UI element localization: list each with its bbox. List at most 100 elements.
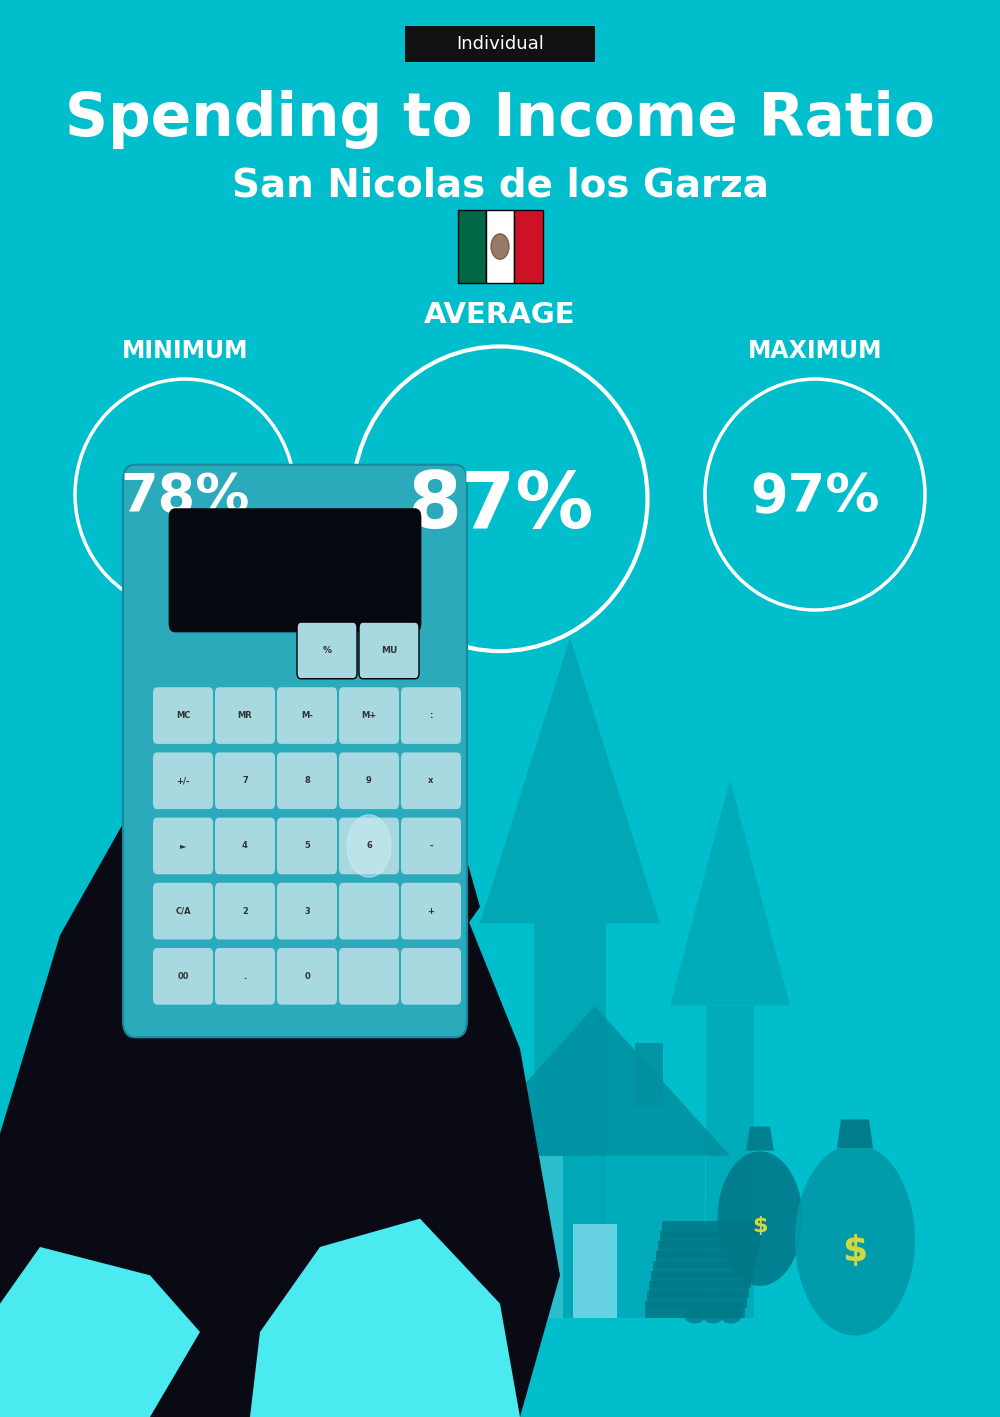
FancyBboxPatch shape: [215, 818, 275, 874]
Polygon shape: [651, 1271, 751, 1288]
Text: .: .: [243, 972, 247, 981]
Text: MC: MC: [176, 711, 190, 720]
Text: San Nicolas de los Garza: San Nicolas de los Garza: [232, 167, 768, 204]
Polygon shape: [0, 765, 300, 1417]
FancyBboxPatch shape: [277, 948, 337, 1005]
FancyBboxPatch shape: [401, 752, 461, 809]
Ellipse shape: [718, 1151, 802, 1287]
Polygon shape: [660, 1231, 760, 1248]
Text: 87%: 87%: [407, 468, 593, 544]
FancyBboxPatch shape: [153, 752, 213, 809]
FancyBboxPatch shape: [215, 687, 275, 744]
FancyBboxPatch shape: [401, 818, 461, 874]
FancyBboxPatch shape: [169, 509, 421, 632]
Text: 0: 0: [304, 972, 310, 981]
Text: Individual: Individual: [456, 35, 544, 52]
Polygon shape: [260, 708, 480, 992]
FancyBboxPatch shape: [297, 622, 357, 679]
Text: 2: 2: [242, 907, 248, 915]
Ellipse shape: [795, 1145, 915, 1335]
Polygon shape: [656, 1251, 756, 1268]
FancyBboxPatch shape: [215, 883, 275, 939]
FancyBboxPatch shape: [486, 210, 514, 283]
Polygon shape: [250, 1219, 520, 1417]
FancyBboxPatch shape: [153, 883, 213, 939]
Text: 78%: 78%: [120, 472, 250, 523]
FancyBboxPatch shape: [401, 687, 461, 744]
Text: %: %: [323, 646, 332, 655]
Ellipse shape: [720, 1306, 742, 1323]
Polygon shape: [160, 708, 260, 907]
Text: Spending to Income Ratio: Spending to Income Ratio: [65, 89, 935, 149]
FancyBboxPatch shape: [277, 883, 337, 939]
Polygon shape: [837, 1119, 873, 1148]
Polygon shape: [0, 1247, 200, 1417]
Polygon shape: [662, 1221, 762, 1238]
FancyBboxPatch shape: [339, 752, 399, 809]
Text: C/A: C/A: [175, 907, 191, 915]
FancyBboxPatch shape: [153, 818, 213, 874]
FancyBboxPatch shape: [405, 26, 595, 62]
Text: +/-: +/-: [176, 777, 190, 785]
Text: +: +: [428, 907, 435, 915]
Text: 97%: 97%: [750, 472, 880, 523]
Text: -: -: [429, 842, 433, 850]
FancyBboxPatch shape: [458, 210, 486, 283]
Polygon shape: [485, 1156, 563, 1318]
Polygon shape: [706, 1006, 754, 1318]
FancyBboxPatch shape: [277, 818, 337, 874]
FancyBboxPatch shape: [339, 687, 399, 744]
Polygon shape: [460, 1006, 730, 1156]
Text: x: x: [428, 777, 434, 785]
Text: 3: 3: [304, 907, 310, 915]
Text: MR: MR: [238, 711, 252, 720]
Text: ►: ►: [180, 842, 186, 850]
FancyBboxPatch shape: [401, 883, 461, 939]
Text: $: $: [842, 1234, 868, 1268]
FancyBboxPatch shape: [215, 948, 275, 1005]
FancyBboxPatch shape: [339, 948, 399, 1005]
FancyBboxPatch shape: [339, 883, 399, 939]
FancyBboxPatch shape: [153, 948, 213, 1005]
FancyBboxPatch shape: [277, 687, 337, 744]
Text: 4: 4: [242, 842, 248, 850]
Polygon shape: [658, 1241, 758, 1258]
FancyBboxPatch shape: [401, 948, 461, 1005]
Polygon shape: [635, 1043, 663, 1105]
Text: 5: 5: [304, 842, 310, 850]
FancyBboxPatch shape: [277, 752, 337, 809]
Text: AVERAGE: AVERAGE: [424, 300, 576, 329]
Polygon shape: [647, 1291, 747, 1308]
Polygon shape: [480, 638, 660, 924]
Polygon shape: [573, 1224, 617, 1318]
Text: M-: M-: [301, 711, 313, 720]
FancyBboxPatch shape: [339, 818, 399, 874]
Text: 7: 7: [242, 777, 248, 785]
FancyBboxPatch shape: [215, 752, 275, 809]
Text: MAXIMUM: MAXIMUM: [748, 340, 882, 363]
FancyBboxPatch shape: [123, 465, 467, 1037]
Circle shape: [491, 234, 509, 259]
Circle shape: [347, 815, 391, 877]
Polygon shape: [670, 779, 790, 1006]
Polygon shape: [485, 1156, 705, 1318]
Text: 00: 00: [177, 972, 189, 981]
FancyBboxPatch shape: [514, 210, 542, 283]
Polygon shape: [364, 1022, 416, 1318]
FancyBboxPatch shape: [359, 622, 419, 679]
Polygon shape: [180, 708, 560, 1417]
Polygon shape: [653, 1261, 753, 1278]
Polygon shape: [649, 1281, 749, 1298]
Ellipse shape: [684, 1306, 706, 1323]
Text: MINIMUM: MINIMUM: [122, 340, 248, 363]
Text: 6: 6: [366, 842, 372, 850]
FancyBboxPatch shape: [153, 687, 213, 744]
Text: 9: 9: [366, 777, 372, 785]
Text: MU: MU: [381, 646, 397, 655]
Polygon shape: [325, 808, 455, 1022]
Polygon shape: [645, 1301, 745, 1318]
Text: $: $: [752, 1216, 768, 1236]
Polygon shape: [746, 1127, 774, 1151]
Polygon shape: [534, 924, 606, 1318]
Text: M+: M+: [361, 711, 377, 720]
